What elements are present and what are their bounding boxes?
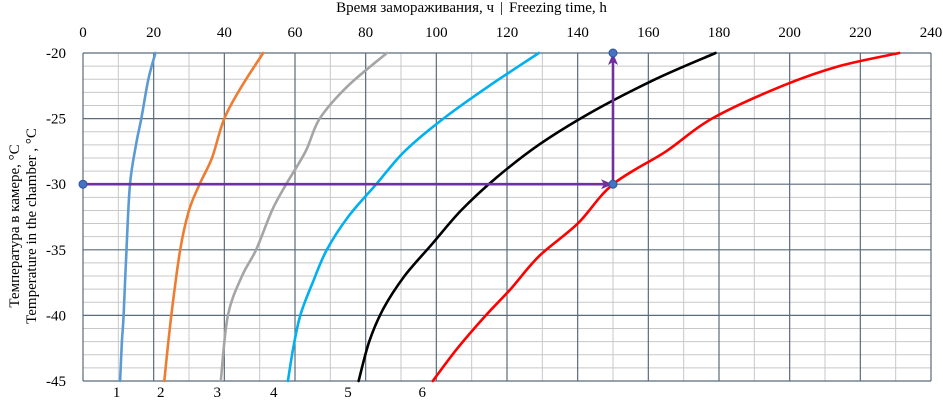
curve-label-5: 5 xyxy=(344,385,352,400)
x-tick-label: 240 xyxy=(920,25,943,41)
x-tick-label: 0 xyxy=(79,25,87,41)
arrow-endpoint-dot xyxy=(78,179,88,189)
x-axis-title-ru: Время замораживания, ч xyxy=(336,0,495,16)
curve-label-6: 6 xyxy=(418,385,426,400)
x-tick-label: 180 xyxy=(708,25,731,41)
x-tick-label: 200 xyxy=(778,25,801,41)
curve-label-1: 1 xyxy=(113,385,121,400)
y-axis-title-en: Temperature in the chamber , °C xyxy=(24,128,40,324)
y-tick-label: -30 xyxy=(46,177,66,193)
y-tick-label: -35 xyxy=(46,243,66,259)
y-tick-label: -25 xyxy=(46,112,66,128)
x-tick-label: 80 xyxy=(358,25,373,41)
y-tick-label: -40 xyxy=(46,308,66,324)
arrow-endpoint-dot xyxy=(608,179,618,189)
x-tick-label: 100 xyxy=(425,25,448,41)
x-tick-label: 140 xyxy=(566,25,589,41)
x-axis-title: Время замораживания, ч | Freezing time, h xyxy=(0,0,943,16)
curve-label-2: 2 xyxy=(157,385,165,400)
curve-label-3: 3 xyxy=(214,385,222,400)
annotation-arrows xyxy=(78,48,618,190)
series-line-3 xyxy=(219,51,389,383)
x-tick-label: 220 xyxy=(849,25,872,41)
series-line-2 xyxy=(163,51,265,383)
x-tick-label: 120 xyxy=(496,25,519,41)
series-line-1 xyxy=(118,51,157,383)
x-tick-label: 20 xyxy=(146,25,161,41)
x-axis-title-separator: | xyxy=(500,0,504,16)
curve-label-4: 4 xyxy=(270,385,278,400)
y-tick-labels: -20 -25 -30 -35 -40 -45 xyxy=(46,46,66,390)
y-tick-label: -45 xyxy=(46,374,66,390)
y-axis-title-ru: Температура в камере, °C xyxy=(7,144,23,308)
series-line-6 xyxy=(431,51,901,383)
series-lines xyxy=(118,51,901,383)
x-axis-title-en: Freezing time, h xyxy=(509,0,607,16)
arrow-endpoint-dot xyxy=(608,48,618,58)
series-line-5 xyxy=(357,51,717,383)
x-tick-label: 160 xyxy=(637,25,660,41)
series-line-4 xyxy=(286,51,541,383)
x-tick-label: 60 xyxy=(288,25,303,41)
x-tick-label: 40 xyxy=(217,25,232,41)
major-gridlines xyxy=(82,52,932,382)
x-tick-labels: 0 20 40 60 80 100 120 140 160 180 200 220 240 xyxy=(79,25,942,41)
curve-labels: 1 2 3 4 5 6 xyxy=(113,385,427,400)
y-tick-label: -20 xyxy=(46,46,66,62)
y-axis-title: Температура в камере, °C Temperature in t… xyxy=(7,128,41,324)
